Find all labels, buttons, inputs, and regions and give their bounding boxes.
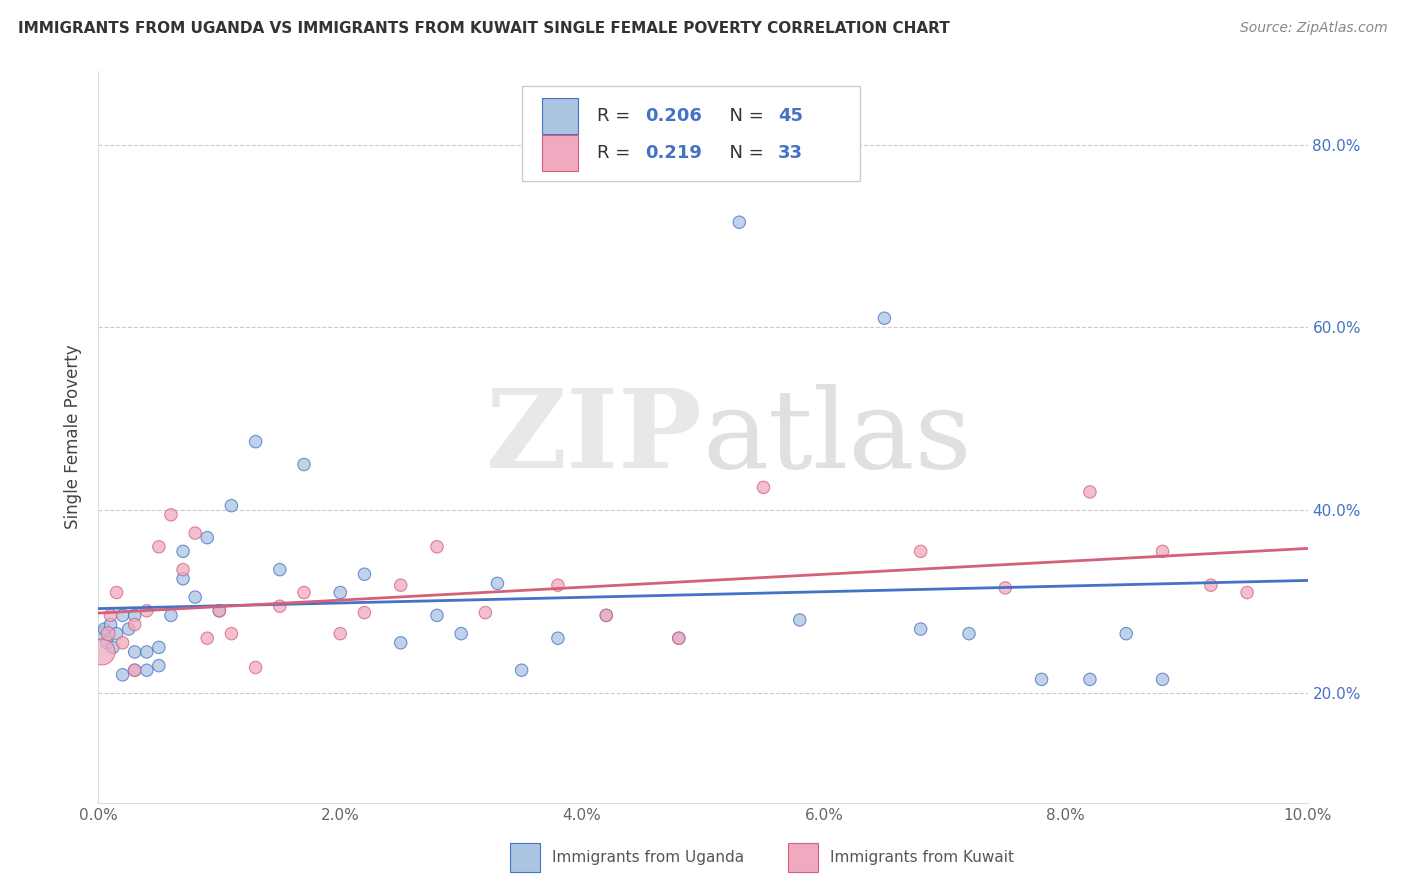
Point — [1152, 673, 1174, 687]
Point — [668, 632, 690, 646]
Point — [118, 622, 141, 636]
Point — [105, 626, 128, 640]
Point — [269, 563, 291, 577]
Point — [595, 608, 617, 623]
Point — [389, 578, 412, 592]
Text: Immigrants from Uganda: Immigrants from Uganda — [553, 850, 744, 865]
Point — [111, 636, 134, 650]
Point — [245, 434, 267, 449]
Point — [752, 480, 775, 494]
Point — [595, 608, 617, 623]
Point — [426, 540, 449, 554]
Point — [184, 526, 207, 541]
Point — [100, 608, 122, 623]
Point — [245, 660, 267, 674]
Text: N =: N = — [717, 107, 769, 125]
Point — [97, 626, 120, 640]
Point — [148, 540, 170, 554]
Point — [172, 563, 194, 577]
Point — [873, 311, 896, 326]
Point — [329, 585, 352, 599]
Text: R =: R = — [596, 144, 641, 161]
Point — [1236, 585, 1258, 599]
Point — [510, 663, 533, 677]
Point — [910, 622, 932, 636]
Point — [148, 640, 170, 655]
Text: 0.206: 0.206 — [645, 107, 702, 125]
Point — [486, 576, 509, 591]
Point — [101, 640, 124, 655]
Point — [789, 613, 811, 627]
Point — [91, 626, 114, 640]
Point — [208, 604, 231, 618]
Bar — [543, 98, 578, 135]
Point — [1199, 578, 1222, 592]
Point — [1078, 485, 1101, 500]
Point — [124, 645, 146, 659]
Point — [547, 578, 569, 592]
Text: Source: ZipAtlas.com: Source: ZipAtlas.com — [1240, 21, 1388, 35]
Point — [1078, 673, 1101, 687]
Point — [124, 608, 146, 623]
Point — [195, 632, 218, 646]
Point — [148, 658, 170, 673]
Point — [100, 617, 122, 632]
Point — [994, 581, 1017, 595]
Point — [221, 626, 243, 640]
Point — [450, 626, 472, 640]
Text: ZIP: ZIP — [486, 384, 703, 491]
Point — [474, 606, 496, 620]
Point — [1115, 626, 1137, 640]
Point — [111, 667, 134, 681]
Point — [172, 544, 194, 558]
Point — [124, 663, 146, 677]
Point — [135, 645, 157, 659]
Point — [668, 632, 690, 646]
Point — [160, 508, 183, 522]
Text: N =: N = — [717, 144, 769, 161]
Point — [329, 626, 352, 640]
Point — [1152, 544, 1174, 558]
Text: R =: R = — [596, 107, 636, 125]
Point — [292, 585, 315, 599]
Point — [728, 215, 751, 229]
Point — [221, 499, 243, 513]
Text: IMMIGRANTS FROM UGANDA VS IMMIGRANTS FROM KUWAIT SINGLE FEMALE POVERTY CORRELATI: IMMIGRANTS FROM UGANDA VS IMMIGRANTS FRO… — [18, 21, 950, 36]
Point — [426, 608, 449, 623]
Y-axis label: Single Female Poverty: Single Female Poverty — [65, 345, 83, 529]
Point — [124, 617, 146, 632]
Point — [96, 636, 118, 650]
Point — [93, 622, 115, 636]
Point — [1031, 673, 1053, 687]
Point — [957, 626, 980, 640]
Bar — [509, 843, 540, 872]
Point — [353, 567, 375, 582]
Point — [195, 531, 218, 545]
Point — [269, 599, 291, 614]
Bar — [787, 843, 818, 872]
Text: 33: 33 — [778, 144, 803, 161]
Point — [547, 632, 569, 646]
Point — [124, 663, 146, 677]
Point — [208, 604, 231, 618]
Text: Immigrants from Kuwait: Immigrants from Kuwait — [830, 850, 1014, 865]
Point — [135, 663, 157, 677]
Text: 45: 45 — [778, 107, 803, 125]
Point — [184, 590, 207, 604]
Point — [105, 585, 128, 599]
Point — [292, 458, 315, 472]
Bar — [543, 135, 578, 171]
Point — [91, 645, 114, 659]
Text: atlas: atlas — [703, 384, 973, 491]
Text: 0.219: 0.219 — [645, 144, 702, 161]
Point — [111, 608, 134, 623]
Point — [353, 606, 375, 620]
Point — [172, 572, 194, 586]
Point — [160, 608, 183, 623]
Point — [389, 636, 412, 650]
Point — [910, 544, 932, 558]
FancyBboxPatch shape — [522, 86, 860, 181]
Point — [135, 604, 157, 618]
